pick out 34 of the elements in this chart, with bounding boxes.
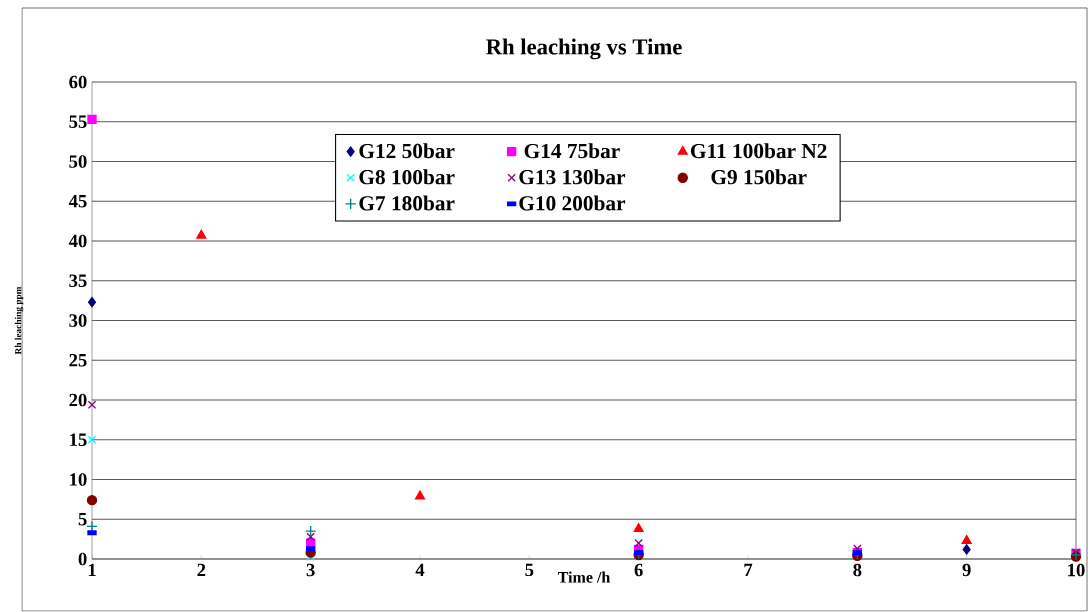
chart-title: Rh leaching vs Time [486, 38, 682, 60]
y-tick-label: 40 [68, 234, 87, 248]
x-tick-label: 2 [197, 563, 206, 577]
legend-label: G14 75bar [524, 143, 620, 159]
legend-label: G9 150bar [711, 169, 807, 185]
y-tick-label: 45 [68, 195, 87, 208]
x-tick-label: 4 [415, 563, 425, 576]
x-tick-label: 10 [1068, 563, 1085, 577]
y-axis-title: Rh leaching ppm [14, 286, 24, 355]
x-tick-label: 7 [744, 563, 753, 576]
legend-label: G8 100bar [359, 169, 455, 185]
y-tick-label: 55 [69, 115, 87, 128]
y-tick-label: 5 [78, 513, 87, 526]
y-tick-label: 35 [69, 274, 87, 288]
y-tick-label: 30 [69, 314, 87, 327]
x-tick-label: 3 [306, 563, 315, 577]
y-tick-label: 60 [69, 75, 87, 89]
x-tick-label: 6 [634, 563, 643, 577]
y-tick-label: 20 [69, 393, 87, 407]
legend-label: G13 130bar [519, 169, 626, 185]
x-axis-title: Time /h [557, 571, 611, 583]
legend-label: G12 50bar [359, 143, 455, 159]
x-tick-label: 1 [88, 563, 96, 577]
y-tick-label: 50 [69, 155, 87, 168]
y-tick-label: 10 [70, 473, 87, 486]
y-tick-label: 15 [70, 433, 87, 447]
legend-label: G7 180bar [359, 195, 455, 211]
legend-label: G11 100bar N2 [691, 143, 827, 159]
legend-label: G10 200bar [519, 195, 626, 211]
x-tick-label: 8 [853, 563, 862, 577]
x-tick-label: 9 [962, 563, 971, 577]
y-tick-label: 0 [78, 552, 87, 566]
y-tick-label: 25 [69, 353, 87, 367]
x-tick-label: 5 [525, 563, 534, 577]
